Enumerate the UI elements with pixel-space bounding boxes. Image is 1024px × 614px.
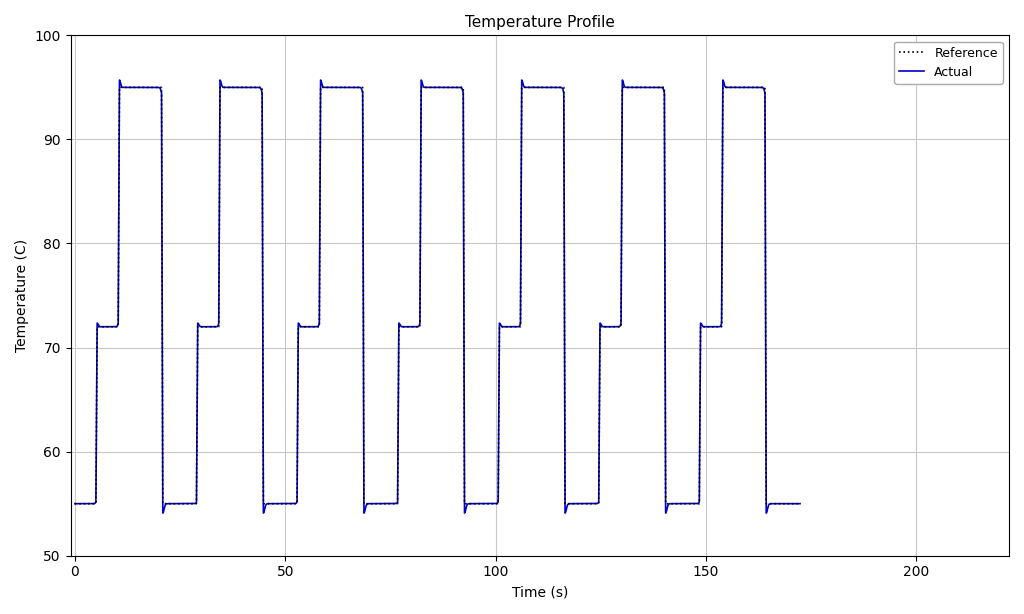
Reference <box>794 500 806 507</box>
Actual <box>93 322 105 330</box>
Actual <box>325 84 337 91</box>
Actual <box>794 500 806 507</box>
Line: Reference: Reference <box>75 87 800 503</box>
Legend: Reference, Actual: Reference, Actual <box>894 42 1002 84</box>
Actual <box>316 82 329 90</box>
Reference <box>653 84 666 91</box>
Actual <box>69 500 81 507</box>
Reference <box>114 84 126 91</box>
Actual <box>114 76 126 84</box>
Reference <box>316 84 329 91</box>
Actual <box>312 321 325 328</box>
X-axis label: Time (s): Time (s) <box>512 585 568 599</box>
Reference <box>312 323 325 330</box>
Reference <box>325 84 337 91</box>
Y-axis label: Temperature (C): Temperature (C) <box>15 239 29 352</box>
Reference <box>69 500 81 507</box>
Actual <box>653 84 666 91</box>
Line: Actual: Actual <box>75 80 800 513</box>
Title: Temperature Profile: Temperature Profile <box>465 15 614 30</box>
Reference <box>93 323 105 330</box>
Reference <box>588 500 600 507</box>
Actual <box>157 510 169 517</box>
Actual <box>588 500 600 507</box>
